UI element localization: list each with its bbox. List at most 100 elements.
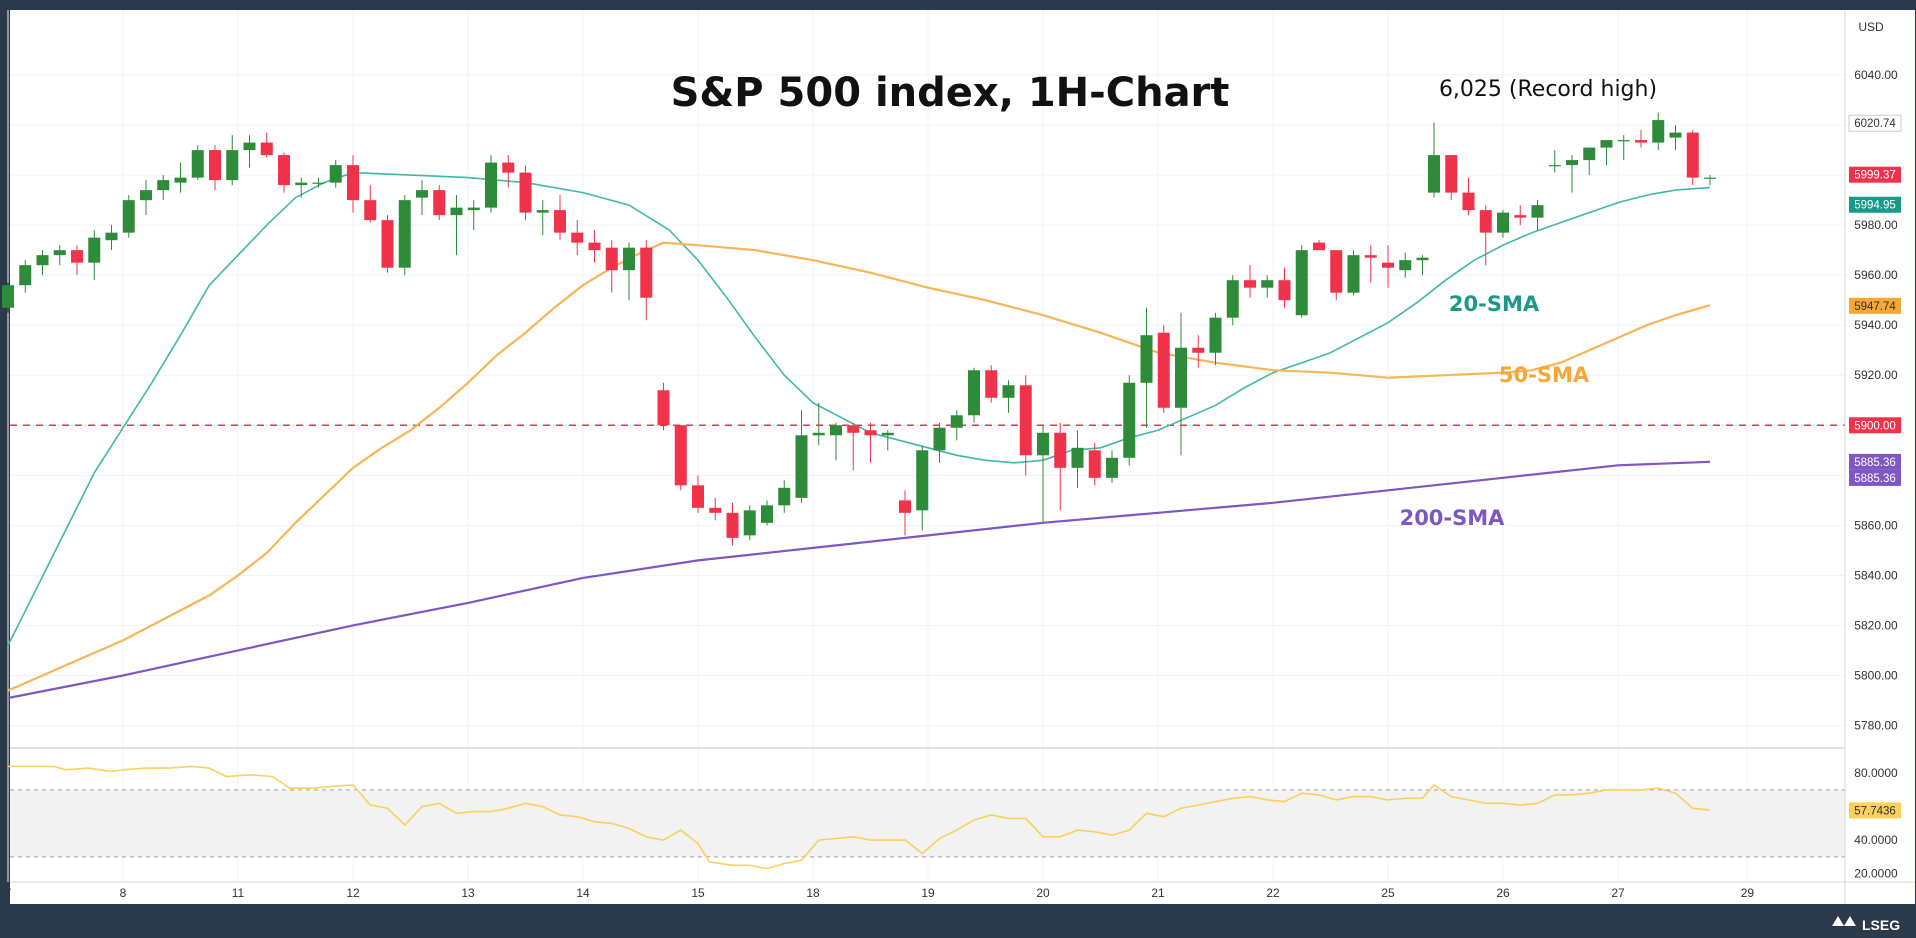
candle-body bbox=[795, 435, 808, 498]
price-tick-label: 5800.00 bbox=[1854, 668, 1898, 682]
lseg-logo: LSEG bbox=[1832, 916, 1900, 933]
record-high-annotation: 6,025 (Record high) bbox=[1439, 77, 1657, 102]
candle-body bbox=[1635, 140, 1647, 143]
candle-body bbox=[226, 150, 239, 181]
candle-body bbox=[243, 142, 256, 151]
price-badge-bg bbox=[1849, 469, 1901, 486]
candle-body bbox=[467, 207, 480, 211]
candle-body bbox=[209, 150, 221, 181]
price-badge-label: 6020.74 bbox=[1854, 118, 1896, 130]
rsi-band-fill bbox=[10, 789, 1845, 857]
price-badge-label: 5885.36 bbox=[1854, 473, 1896, 485]
candle-body bbox=[657, 390, 670, 426]
candle-body bbox=[1071, 447, 1084, 468]
candle-body bbox=[588, 242, 601, 251]
logo-icon bbox=[1832, 916, 1856, 926]
candle-body bbox=[847, 425, 860, 433]
price-badge: 5885.36 bbox=[1849, 453, 1901, 470]
time-tick-label: 7 bbox=[5, 886, 12, 900]
candle-body bbox=[1347, 255, 1360, 293]
rsi-panel[interactable] bbox=[8, 765, 1845, 870]
price-badge-bg bbox=[1848, 114, 1902, 132]
time-tick-label: 25 bbox=[1381, 886, 1395, 900]
price-badge-bg bbox=[1849, 453, 1901, 470]
candle-body bbox=[778, 487, 791, 506]
candle-body bbox=[985, 370, 998, 398]
time-tick-label: 21 bbox=[1151, 886, 1165, 900]
price-badge-label: 5947.74 bbox=[1854, 301, 1896, 313]
line-20-sma bbox=[7, 171, 1711, 646]
candle-body bbox=[105, 232, 118, 241]
candle-body bbox=[1514, 215, 1527, 218]
candle-body bbox=[554, 210, 566, 233]
candle-body bbox=[1583, 147, 1596, 161]
price-tick-label: 5940.00 bbox=[1854, 318, 1898, 332]
candle-body bbox=[1106, 457, 1118, 478]
candle-body bbox=[1416, 257, 1429, 261]
time-tick-label: 27 bbox=[1611, 886, 1625, 900]
price-badge: 5947.74 bbox=[1849, 297, 1901, 314]
price-badge-bg bbox=[1849, 417, 1901, 434]
candle-body bbox=[1566, 160, 1578, 166]
candle-body bbox=[278, 155, 290, 186]
price-axis[interactable]: 6040.006020.006000.005980.005960.005940.… bbox=[1848, 68, 1902, 881]
price-badge-bg bbox=[1849, 166, 1901, 183]
candle-body bbox=[1479, 210, 1492, 233]
candle-body bbox=[933, 427, 946, 451]
rsi-tick-label: 20.0000 bbox=[1854, 867, 1898, 881]
candle-body bbox=[157, 180, 170, 191]
candle-body bbox=[53, 250, 66, 256]
price-tick-label: 5860.00 bbox=[1854, 518, 1898, 532]
time-axis[interactable]: 7 8 11 12 13 14 15 18 19 20 21 22 25 26 27 29 bbox=[5, 886, 1755, 900]
candle-body bbox=[1497, 212, 1509, 233]
chart-title: S&P 500 index, 1H-Chart bbox=[671, 70, 1230, 116]
time-tick-label: 13 bbox=[461, 886, 475, 900]
candle-body bbox=[1462, 192, 1475, 211]
candle-body bbox=[1428, 155, 1440, 193]
candle-body bbox=[1157, 332, 1170, 408]
candle-body bbox=[640, 247, 653, 298]
candle-body bbox=[1445, 155, 1458, 193]
candle-body bbox=[1330, 250, 1343, 293]
main-plot[interactable] bbox=[2, 112, 1845, 700]
candle-body bbox=[1704, 177, 1716, 179]
candle-body bbox=[1652, 120, 1665, 143]
candle-body bbox=[347, 165, 359, 201]
candle-body bbox=[122, 200, 135, 233]
candle-body bbox=[536, 210, 549, 213]
rsi-tick-label: 40.0000 bbox=[1854, 833, 1898, 847]
candle-body bbox=[1313, 242, 1325, 251]
candle-body bbox=[1088, 450, 1101, 478]
price-badge-label: 5994.95 bbox=[1854, 200, 1896, 212]
logo-text: LSEG bbox=[1862, 917, 1900, 933]
candle-body bbox=[140, 190, 152, 201]
candle-body bbox=[2, 285, 14, 308]
candle-body bbox=[1548, 165, 1561, 167]
candle-body bbox=[260, 142, 273, 156]
candle-body bbox=[1226, 280, 1239, 318]
candle-body bbox=[1278, 280, 1291, 301]
time-tick-label: 19 bbox=[921, 886, 935, 900]
sma200-label: 200-SMA bbox=[1400, 506, 1506, 530]
candle-body bbox=[726, 512, 739, 538]
candle-body bbox=[364, 200, 377, 221]
candle-body bbox=[416, 190, 428, 198]
time-tick-label: 18 bbox=[806, 886, 820, 900]
candle-body bbox=[1123, 382, 1136, 458]
time-tick-label: 26 bbox=[1496, 886, 1510, 900]
time-tick-label: 20 bbox=[1036, 886, 1050, 900]
rsi-current-badge bbox=[1849, 802, 1901, 819]
price-tick-label: 6040.00 bbox=[1854, 68, 1898, 82]
candle-body bbox=[881, 432, 894, 436]
price-badge: 5885.36 bbox=[1849, 469, 1901, 486]
candle-body bbox=[329, 165, 342, 183]
price-tick-label: 5840.00 bbox=[1854, 568, 1898, 582]
candle-body bbox=[709, 507, 722, 513]
price-badge: 5900.00 bbox=[1849, 417, 1901, 434]
price-badge-label: 5885.36 bbox=[1854, 457, 1896, 469]
candle-body bbox=[1531, 205, 1544, 218]
candle-body bbox=[519, 172, 532, 213]
candle-body bbox=[433, 190, 446, 216]
price-badge: 6020.74 bbox=[1848, 114, 1902, 132]
